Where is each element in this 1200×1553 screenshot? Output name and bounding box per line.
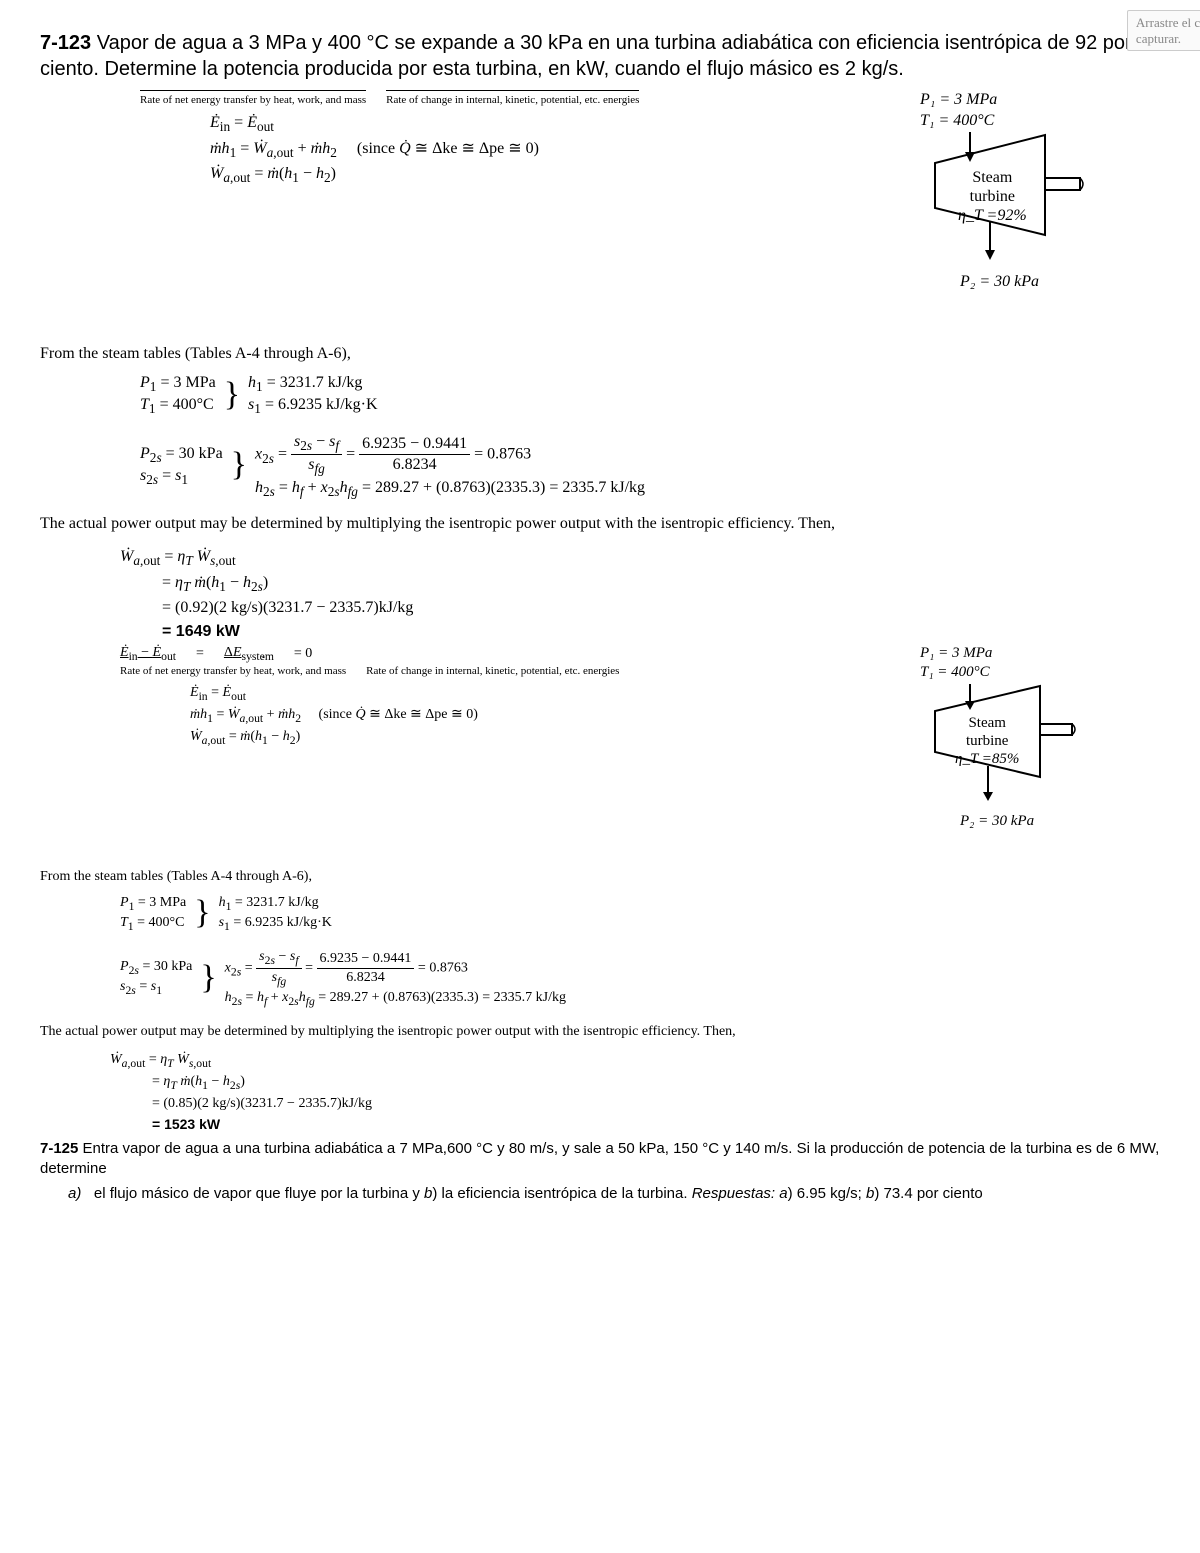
diag2-body-text: Steam turbine η_T =85% — [955, 714, 1019, 768]
rate-labels-2: Rate of net energy transfer by heat, wor… — [120, 664, 820, 678]
state1b-s: s1 = 6.9235 kJ/kg·K — [219, 914, 332, 934]
res92-answer: = 1649 kW — [120, 622, 1160, 643]
rate-net-label: Rate of net energy transfer by heat, wor… — [140, 90, 366, 107]
prob125-resp-label: Respuestas: a — [692, 1185, 788, 1202]
res85-l1: Ẇa,out = ηT Ẇs,out — [110, 1051, 1160, 1071]
state1-right: h1 = 3231.7 kJ/kg s1 = 6.9235 kJ/kg·K — [248, 373, 377, 418]
problem-text: Vapor de agua a 3 MPa y 400 °C se expand… — [40, 32, 1132, 80]
prob125-b-text: ) la eficiencia isentrópica de la turbin… — [432, 1185, 691, 1202]
rate-net-2: Rate of net energy transfer by heat, wor… — [120, 664, 346, 678]
state2s-left: P2s = 30 kPa s2s = s1 — [140, 444, 223, 489]
rate-change-label: Rate of change in internal, kinetic, pot… — [386, 90, 639, 107]
diag1-eta: η_T =92% — [958, 206, 1027, 225]
explain-power-1: The actual power output may be determine… — [40, 514, 1160, 535]
prob125-a-text: el flujo másico de vapor que fluye por l… — [94, 1185, 424, 1202]
state1b-h: h1 = 3231.7 kJ/kg — [219, 894, 332, 914]
delta-e-sys: ΔEsystem — [224, 644, 274, 664]
result-85-block: Ẇa,out = ηT Ẇs,out = ηT ṁ(h1 − h2s) = (0… — [40, 1051, 1160, 1133]
brace-icon-2: } — [231, 451, 247, 478]
problem-header: 7-123 Vapor de agua a 3 MPa y 400 °C se … — [40, 30, 1160, 82]
diag1-p2: P₂ = 30 kPa — [960, 272, 1039, 293]
diag2-p2: P₂ = 30 kPa — [960, 812, 1034, 832]
capture-tooltip: Arrastre el cur capturar. — [1127, 10, 1200, 51]
brace-icon-4: } — [200, 964, 216, 991]
result-92-block: Ẇa,out = ηT Ẇs,out = ηT ṁ(h1 − h2s) = (0… — [40, 547, 1160, 643]
state1b-p: P1 = 3 MPa — [120, 894, 186, 914]
state2sb-x: x2s = s2s − sfsfg = 6.9235 − 0.94416.823… — [225, 948, 566, 989]
diag2-steam: Steam — [955, 714, 1019, 732]
state2s-p: P2s = 30 kPa — [140, 444, 223, 467]
eq2-mh1: ṁh1 = Ẇa,out + ṁh2 (since Q̇ ≅ Δke ≅ Δpe… — [190, 706, 820, 726]
state1-block: P1 = 3 MPa T1 = 400°C } h1 = 3231.7 kJ/k… — [40, 373, 1160, 418]
diag2-turbine-label: turbine — [955, 732, 1019, 750]
res85-answer: = 1523 kW — [110, 1115, 1160, 1133]
ein-eout-2: Ėin − Ėout — [120, 644, 176, 664]
state1-h: h1 = 3231.7 kJ/kg — [248, 373, 377, 396]
state1-s: s1 = 6.9235 kJ/kg·K — [248, 395, 377, 418]
capture-tooltip-l1: Arrastre el cur — [1136, 15, 1200, 31]
zero: = 0 — [294, 645, 312, 663]
explain-power-2: The actual power output may be determine… — [40, 1023, 1160, 1041]
state1b-t: T1 = 400°C — [120, 914, 186, 934]
prob125-text: Entra vapor de agua a una turbina adiabá… — [40, 1140, 1159, 1177]
diag1-steam: Steam — [958, 168, 1027, 187]
eq-waout: Ẇa,out = ṁ(h1 − h2) — [210, 164, 820, 187]
state2s-s: s2s = s1 — [140, 466, 223, 489]
diag1-body-text: Steam turbine η_T =92% — [958, 168, 1027, 226]
prob125-a-label: a) — [68, 1185, 81, 1202]
e-balance-2: Ėin − Ėout = ΔEsystem = 0 — [120, 644, 820, 664]
eq2-ein-eout: Ėin = Ėout — [190, 684, 820, 704]
brace-icon-3: } — [194, 899, 210, 926]
diag1-turbine-label: turbine — [958, 187, 1027, 206]
from-tables-2: From the steam tables (Tables A-4 throug… — [40, 868, 1160, 886]
res92-l2: = ηT ṁ(h1 − h2s) — [120, 573, 1160, 596]
problem-number: 7-123 — [40, 32, 91, 54]
state2s-right: x2s = s2s − sfsfg = 6.9235 − 0.94416.823… — [255, 432, 645, 501]
secondary-block: Ėin − Ėout = ΔEsystem = 0 Rate of net en… — [40, 644, 1160, 1134]
state2s-brace: P2s = 30 kPa s2s = s1 } x2s = s2s − sfsf… — [140, 432, 1160, 501]
state1-t: T1 = 400°C — [140, 395, 216, 418]
eq-mh1: ṁh1 = Ẇa,out + ṁh2 (since Q̇ ≅ Δke ≅ Δpe… — [210, 139, 820, 162]
state2s-h: h2s = hf + x2shfg = 289.27 + (0.8763)(23… — [255, 478, 645, 501]
state1-brace: P1 = 3 MPa T1 = 400°C } h1 = 3231.7 kJ/k… — [140, 373, 1160, 418]
prob125-part-a: a) el flujo másico de vapor que fluye po… — [40, 1184, 1160, 1204]
state1b-block: P1 = 3 MPa T1 = 400°C } h1 = 3231.7 kJ/k… — [40, 894, 1160, 934]
eq2-waout: Ẇa,out = ṁ(h1 − h2) — [190, 728, 820, 748]
diag2-eta: η_T =85% — [955, 750, 1019, 768]
brace-icon: } — [224, 381, 240, 408]
energy-balance-eqs: Ėin = Ėout ṁh1 = Ẇa,out + ṁh2 (since Q̇ … — [140, 113, 820, 187]
from-tables-1: From the steam tables (Tables A-4 throug… — [40, 344, 1160, 365]
state1-p: P1 = 3 MPa — [140, 373, 216, 396]
res85-l2: = ηT ṁ(h1 − h2s) — [110, 1073, 1160, 1093]
rate-change-2: Rate of change in internal, kinetic, pot… — [366, 664, 619, 678]
capture-tooltip-l2: capturar. — [1136, 31, 1200, 47]
prob125-resp-b: ) 73.4 por ciento — [874, 1185, 982, 1202]
res92-l1: Ẇa,out = ηT Ẇs,out — [120, 547, 1160, 570]
state2sb-p: P2s = 30 kPa — [120, 958, 192, 978]
rate-labels: Rate of net energy transfer by heat, wor… — [140, 90, 820, 107]
turbine-diagram-2: P₁ = 3 MPa T₁ = 400°C Steam turbine η_T … — [860, 644, 1160, 864]
state2sb-s: s2s = s1 — [120, 978, 192, 998]
state1-left: P1 = 3 MPa T1 = 400°C — [140, 373, 216, 418]
eq-sign: = — [196, 645, 204, 663]
state2sb-h: h2s = hf + x2shfg = 289.27 + (0.8763)(23… — [225, 989, 566, 1009]
state2s-x: x2s = s2s − sfsfg = 6.9235 − 0.94416.823… — [255, 432, 645, 478]
res85-l3: = (0.85)(2 kg/s)(3231.7 − 2335.7)kJ/kg — [110, 1095, 1160, 1113]
prob125-resp-a: ) 6.95 kg/s; — [788, 1185, 866, 1202]
solution-text-1: Rate of net energy transfer by heat, wor… — [40, 90, 820, 190]
state2s-block: P2s = 30 kPa s2s = s1 } x2s = s2s − sfsf… — [40, 432, 1160, 501]
res92-l3: = (0.92)(2 kg/s)(3231.7 − 2335.7)kJ/kg — [120, 598, 1160, 619]
state2sb-block: P2s = 30 kPa s2s = s1 } x2s = s2s − sfsf… — [40, 948, 1160, 1009]
problem-125: 7-125 Entra vapor de agua a una turbina … — [40, 1139, 1160, 1204]
solution-row-1: Rate of net energy transfer by heat, wor… — [40, 90, 1160, 340]
turbine-diagram-1: P₁ = 3 MPa T₁ = 400°C Steam turbine η_T … — [860, 90, 1160, 340]
eq-ein-eout: Ėin = Ėout — [210, 113, 820, 136]
prob125-number: 7-125 — [40, 1140, 78, 1157]
